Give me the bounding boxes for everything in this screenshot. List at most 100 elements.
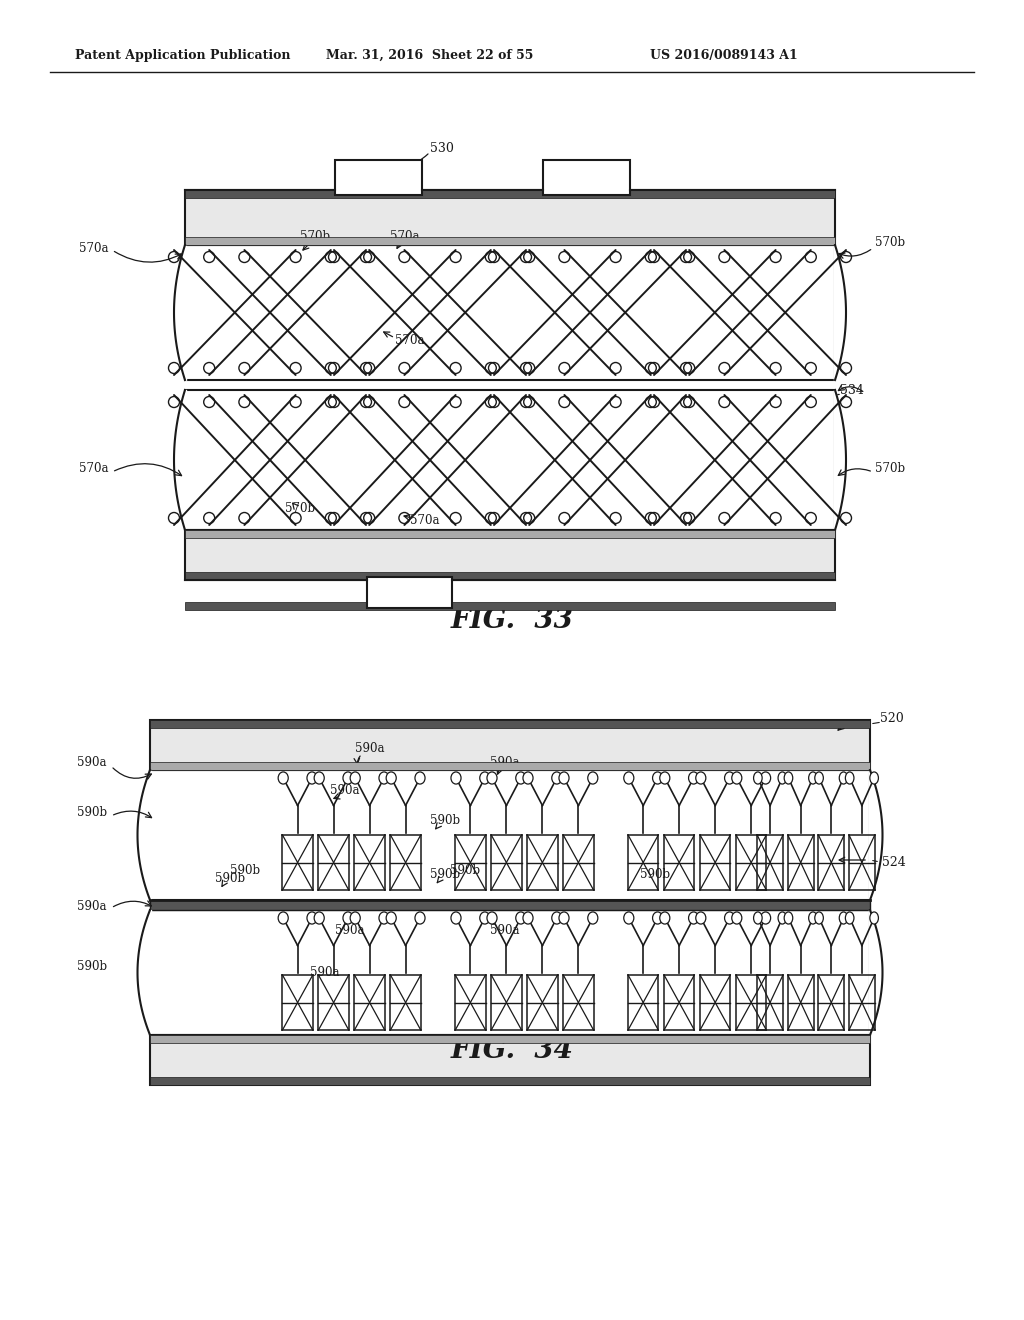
Text: 570a: 570a [390,231,420,243]
Text: FIG.  33: FIG. 33 [451,606,573,634]
Ellipse shape [809,912,817,924]
Ellipse shape [588,912,598,924]
Ellipse shape [350,912,360,924]
Ellipse shape [846,772,854,784]
Text: 520: 520 [880,711,904,725]
Text: 590b: 590b [640,869,670,882]
Ellipse shape [815,912,823,924]
Ellipse shape [379,772,389,784]
Bar [150,762,870,770]
Bar [185,190,835,198]
Ellipse shape [314,772,325,784]
Text: 530: 530 [430,141,454,154]
Bar [150,719,870,770]
Ellipse shape [846,912,854,924]
Bar [185,190,835,246]
Ellipse shape [516,772,526,784]
Ellipse shape [784,772,793,784]
Ellipse shape [840,772,848,784]
Ellipse shape [695,912,706,924]
Text: 524: 524 [882,855,906,869]
Text: 534: 534 [840,384,864,396]
Ellipse shape [516,912,526,924]
Ellipse shape [386,912,396,924]
Bar [185,531,835,579]
Ellipse shape [869,772,879,784]
Bar [367,577,452,609]
Ellipse shape [659,912,670,924]
Ellipse shape [559,772,569,784]
Bar [185,531,835,539]
Ellipse shape [588,772,598,784]
Ellipse shape [761,772,771,784]
Text: 590a: 590a [355,742,384,755]
Ellipse shape [815,772,823,784]
Text: 570a: 570a [79,242,108,255]
Text: 570b: 570b [300,231,330,243]
Ellipse shape [307,912,317,924]
Ellipse shape [279,912,288,924]
Bar [185,389,835,531]
Ellipse shape [379,912,389,924]
Text: 590a: 590a [78,899,106,912]
Text: 590b: 590b [215,871,245,884]
Text: 590b: 590b [450,863,480,876]
Text: 590b: 590b [430,869,460,882]
Ellipse shape [451,912,461,924]
Ellipse shape [487,912,497,924]
Ellipse shape [552,772,562,784]
Bar [150,909,870,1035]
Ellipse shape [279,772,288,784]
Ellipse shape [415,772,425,784]
Ellipse shape [778,912,786,924]
Text: 590a: 590a [490,924,519,936]
Text: 570b: 570b [874,235,905,248]
Ellipse shape [343,772,353,784]
Ellipse shape [688,772,698,784]
Text: 570a: 570a [79,462,108,474]
Bar [150,1035,870,1043]
Ellipse shape [314,912,325,924]
Bar [150,1077,870,1085]
Bar [150,719,870,729]
Ellipse shape [652,912,663,924]
Bar [150,770,870,900]
Text: 570a: 570a [395,334,425,346]
Ellipse shape [350,772,360,784]
Bar [543,160,630,195]
Text: 590a: 590a [335,924,365,936]
Ellipse shape [307,772,317,784]
Ellipse shape [840,912,848,924]
Text: 590b: 590b [430,813,460,826]
Text: 590b: 590b [230,863,260,876]
Ellipse shape [754,772,762,784]
Text: 570b: 570b [285,502,315,515]
Ellipse shape [523,772,534,784]
Ellipse shape [784,912,793,924]
Ellipse shape [761,912,771,924]
Ellipse shape [688,912,698,924]
Text: 590a: 590a [490,755,519,768]
Ellipse shape [624,912,634,924]
Ellipse shape [487,772,497,784]
Ellipse shape [652,772,663,784]
Text: US 2016/0089143 A1: US 2016/0089143 A1 [650,49,798,62]
Ellipse shape [659,772,670,784]
Text: 590a: 590a [78,755,106,768]
Ellipse shape [732,912,741,924]
Ellipse shape [695,772,706,784]
Text: 570a: 570a [410,513,439,527]
Text: FIG.  34: FIG. 34 [451,1036,573,1064]
Bar [150,900,870,909]
Text: 570b: 570b [874,462,905,474]
Ellipse shape [725,772,734,784]
Text: 590b: 590b [77,960,106,973]
Ellipse shape [809,772,817,784]
Text: 590a: 590a [330,784,359,796]
Bar [150,1035,870,1085]
Ellipse shape [869,912,879,924]
Ellipse shape [523,912,534,924]
Ellipse shape [480,772,489,784]
Text: 590a: 590a [310,966,340,979]
Ellipse shape [725,912,734,924]
